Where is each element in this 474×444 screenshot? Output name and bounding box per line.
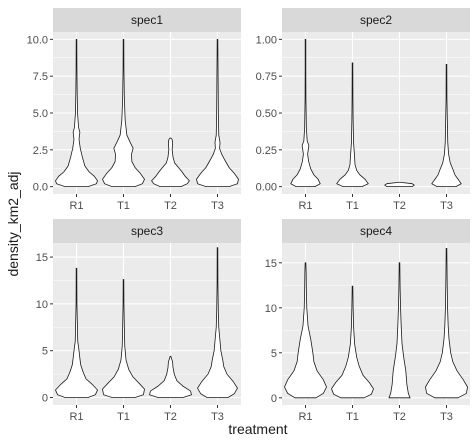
y-tick-label: 15 bbox=[36, 252, 48, 264]
y-tick-label: 10 bbox=[36, 299, 48, 311]
violin-spec3-R1 bbox=[55, 267, 98, 398]
violin-spec4-T1 bbox=[331, 285, 374, 399]
x-tick-label: T1 bbox=[117, 200, 130, 212]
y-tick-label: 0 bbox=[42, 393, 48, 405]
y-tick-label: 0.50 bbox=[256, 108, 277, 120]
x-tick-label: T2 bbox=[393, 411, 406, 423]
y-tick-label: 0.0 bbox=[33, 182, 48, 194]
facet-title: spec3 bbox=[131, 224, 163, 238]
y-tick-label: 15 bbox=[265, 258, 277, 270]
violin-spec1-R1 bbox=[55, 38, 98, 188]
facet-strip bbox=[282, 219, 470, 243]
violin-spec2-T3 bbox=[431, 64, 462, 188]
x-tick-label: T2 bbox=[164, 411, 177, 423]
x-tick-label: T3 bbox=[211, 200, 224, 212]
facet-title: spec2 bbox=[360, 13, 392, 27]
y-tick-label: 2.5 bbox=[33, 145, 48, 157]
violin-spec1-T1 bbox=[102, 38, 145, 188]
panel-spec3: spec3 0 5 10 15 R1 T1 T2 T3 bbox=[36, 219, 241, 423]
panels-layer: spec1 0.0 2.5 5.0 7.5 10.0 R1 T1 T2 T3 spec2 0.00 0.… bbox=[27, 8, 470, 423]
x-tick-label: R1 bbox=[69, 200, 83, 212]
facet-strip bbox=[53, 219, 241, 243]
violin-spec4-T3 bbox=[425, 248, 468, 399]
x-tick-label: T3 bbox=[440, 200, 453, 212]
violin-spec2-R1 bbox=[290, 38, 321, 188]
y-tick-label: 10 bbox=[265, 303, 277, 315]
y-tick-label: 0 bbox=[271, 393, 277, 405]
violin-spec3-T3 bbox=[197, 247, 238, 398]
violin-spec4-R1 bbox=[284, 262, 327, 399]
x-tick-label: T3 bbox=[440, 411, 453, 423]
violin-spec1-T2 bbox=[151, 137, 190, 188]
y-tick-label: 0.00 bbox=[256, 182, 277, 194]
violin-spec3-T1 bbox=[102, 279, 145, 398]
panel-spec2: spec2 0.00 0.25 0.50 0.75 1.00 R1 T1 T2 T3 bbox=[256, 8, 470, 212]
y-tick-label: 10.0 bbox=[27, 34, 48, 46]
x-tick-label: R1 bbox=[298, 411, 312, 423]
facet-strip bbox=[53, 8, 241, 32]
violin-spec2-T2 bbox=[384, 181, 415, 188]
x-tick-label: T2 bbox=[164, 200, 177, 212]
y-tick-label: 1.00 bbox=[256, 34, 277, 46]
y-tick-label: 0.75 bbox=[256, 71, 277, 83]
facet-title: spec1 bbox=[131, 13, 163, 27]
violin-spec1-T3 bbox=[196, 38, 239, 188]
violin-spec2-T1 bbox=[336, 62, 369, 188]
x-tick-label: T2 bbox=[393, 200, 406, 212]
x-tick-label: T3 bbox=[211, 411, 224, 423]
x-tick-label: R1 bbox=[298, 200, 312, 212]
panel-spec1: spec1 0.0 2.5 5.0 7.5 10.0 R1 T1 T2 T3 bbox=[27, 8, 241, 212]
y-tick-label: 5 bbox=[42, 346, 48, 358]
panel-spec4: spec4 0 5 10 15 R1 T1 T2 T3 bbox=[265, 219, 470, 423]
facet-title: spec4 bbox=[360, 224, 392, 238]
y-tick-label: 7.5 bbox=[33, 71, 48, 83]
y-tick-label: 0.25 bbox=[256, 145, 277, 157]
x-tick-label: T1 bbox=[117, 411, 130, 423]
violin-spec4-T2 bbox=[388, 262, 411, 399]
x-tick-label: T1 bbox=[346, 200, 359, 212]
y-tick-label: 5.0 bbox=[33, 108, 48, 120]
x-tick-label: T1 bbox=[346, 411, 359, 423]
y-axis-title: density_km2_adj bbox=[5, 171, 21, 276]
facet-strip bbox=[282, 8, 470, 32]
x-axis-title: treatment bbox=[228, 421, 287, 437]
x-tick-label: R1 bbox=[69, 411, 83, 423]
y-tick-label: 5 bbox=[271, 348, 277, 360]
violin-spec3-T2 bbox=[149, 355, 192, 398]
